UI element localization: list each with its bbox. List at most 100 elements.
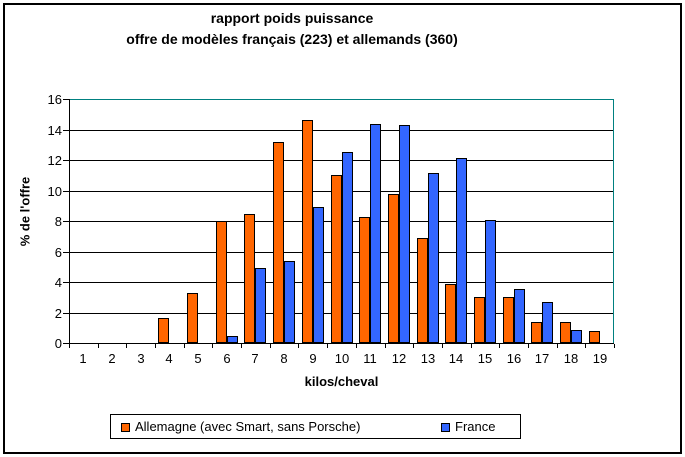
x-tick-label-5: 5 xyxy=(194,351,202,366)
bar-allemagne-10 xyxy=(331,175,342,343)
plot-border-top xyxy=(69,99,614,100)
y-tick-mark-4 xyxy=(63,282,69,283)
bar-france-15 xyxy=(485,220,496,343)
y-axis-line xyxy=(69,99,70,344)
x-tick-label-6: 6 xyxy=(223,351,231,366)
bar-france-9 xyxy=(313,207,324,343)
y-tick-label-0: 0 xyxy=(54,336,62,351)
legend-item-allemagne: Allemagne (avec Smart, sans Porsche) xyxy=(121,415,360,438)
bar-allemagne-13 xyxy=(417,238,428,343)
x-tick-mark-19 xyxy=(614,344,615,348)
x-tick-mark-11 xyxy=(385,344,386,348)
legend-swatch-france xyxy=(441,423,450,432)
y-tick-label-10: 10 xyxy=(47,184,62,199)
x-tick-label-13: 13 xyxy=(420,351,436,366)
y-tick-label-2: 2 xyxy=(54,306,62,321)
legend-swatch-allemagne xyxy=(121,423,130,432)
x-tick-mark-9 xyxy=(327,344,328,348)
y-tick-label-8: 8 xyxy=(54,214,62,229)
x-axis-line xyxy=(69,343,614,344)
gridline-14 xyxy=(69,130,614,131)
x-tick-label-3: 3 xyxy=(137,351,145,366)
x-tick-label-16: 16 xyxy=(506,351,522,366)
y-tick-mark-6 xyxy=(63,252,69,253)
x-tick-label-8: 8 xyxy=(280,351,288,366)
x-tick-mark-17 xyxy=(557,344,558,348)
x-tick-label-17: 17 xyxy=(534,351,550,366)
x-tick-label-15: 15 xyxy=(477,351,493,366)
x-tick-mark-5 xyxy=(212,344,213,348)
bar-allemagne-4 xyxy=(158,318,169,343)
x-tick-label-18: 18 xyxy=(563,351,579,366)
bar-france-7 xyxy=(255,268,266,343)
bar-allemagne-19 xyxy=(589,331,600,343)
y-tick-label-6: 6 xyxy=(54,245,62,260)
x-tick-mark-13 xyxy=(442,344,443,348)
x-tick-mark-1 xyxy=(98,344,99,348)
y-tick-label-12: 12 xyxy=(47,153,62,168)
chart-outer-border xyxy=(3,3,682,454)
x-tick-mark-15 xyxy=(499,344,500,348)
bar-france-17 xyxy=(542,302,553,343)
y-tick-mark-8 xyxy=(63,221,69,222)
y-tick-label-16: 16 xyxy=(47,92,62,107)
bar-france-14 xyxy=(456,158,467,343)
y-tick-mark-14 xyxy=(63,130,69,131)
x-tick-mark-8 xyxy=(298,344,299,348)
x-tick-mark-6 xyxy=(241,344,242,348)
x-tick-label-19: 19 xyxy=(592,351,608,366)
x-axis-title: kilos/cheval xyxy=(304,374,379,389)
y-tick-label-14: 14 xyxy=(47,123,62,138)
bar-france-18 xyxy=(571,330,582,343)
x-tick-mark-16 xyxy=(528,344,529,348)
legend-item-france: France xyxy=(441,415,495,438)
bar-allemagne-9 xyxy=(302,120,313,343)
legend-label-allemagne: Allemagne (avec Smart, sans Porsche) xyxy=(135,419,361,434)
y-tick-mark-16 xyxy=(63,99,69,100)
bar-allemagne-12 xyxy=(388,194,399,343)
bar-allemagne-14 xyxy=(445,284,456,343)
x-tick-mark-4 xyxy=(184,344,185,348)
bar-france-11 xyxy=(370,124,381,343)
bar-allemagne-15 xyxy=(474,297,485,343)
x-tick-mark-7 xyxy=(270,344,271,348)
bar-france-10 xyxy=(342,152,353,343)
y-tick-mark-0 xyxy=(63,343,69,344)
bar-france-8 xyxy=(284,261,295,343)
plot-area xyxy=(69,99,614,344)
bar-allemagne-6 xyxy=(216,221,227,343)
chart-title: rapport poids puissance offre de modèles… xyxy=(0,8,584,50)
y-tick-mark-10 xyxy=(63,191,69,192)
y-tick-mark-2 xyxy=(63,313,69,314)
bar-allemagne-5 xyxy=(187,293,198,343)
x-tick-label-14: 14 xyxy=(448,351,464,366)
bar-allemagne-11 xyxy=(359,217,370,343)
bar-france-16 xyxy=(514,289,525,343)
bar-france-6 xyxy=(227,336,238,343)
x-tick-label-7: 7 xyxy=(251,351,259,366)
legend: Allemagne (avec Smart, sans Porsche) Fra… xyxy=(110,414,521,439)
x-tick-mark-14 xyxy=(471,344,472,348)
x-tick-label-1: 1 xyxy=(79,351,87,366)
bar-allemagne-7 xyxy=(244,214,255,343)
x-tick-label-4: 4 xyxy=(165,351,173,366)
plot-border-right xyxy=(613,99,614,344)
x-tick-label-10: 10 xyxy=(334,351,350,366)
bar-allemagne-17 xyxy=(531,322,542,343)
x-tick-label-12: 12 xyxy=(391,351,407,366)
x-tick-mark-12 xyxy=(413,344,414,348)
y-axis-title: % de l'offre xyxy=(17,176,33,247)
bar-allemagne-18 xyxy=(560,322,571,343)
chart-title-line2: offre de modèles français (223) et allem… xyxy=(126,31,458,47)
x-tick-mark-18 xyxy=(585,344,586,348)
chart-title-line1: rapport poids puissance xyxy=(210,10,374,26)
y-tick-label-4: 4 xyxy=(54,275,62,290)
bar-allemagne-16 xyxy=(503,297,514,343)
x-tick-mark-0 xyxy=(69,344,70,348)
bar-france-12 xyxy=(399,125,410,343)
bar-allemagne-8 xyxy=(273,142,284,343)
x-tick-mark-10 xyxy=(356,344,357,348)
bar-france-13 xyxy=(428,173,439,343)
x-tick-label-2: 2 xyxy=(108,351,116,366)
